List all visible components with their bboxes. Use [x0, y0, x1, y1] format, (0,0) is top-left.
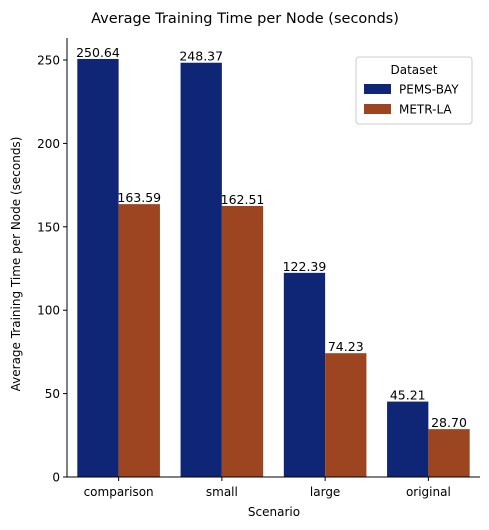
x-axis: comparison small large original: [67, 476, 480, 499]
legend-title: Dataset: [391, 63, 438, 77]
legend-swatch-metr-la: [364, 104, 391, 114]
data-label: 250.64: [76, 45, 120, 60]
y-tick-label: 200: [37, 137, 60, 151]
chart-title: Average Training Time per Node (seconds): [91, 11, 399, 27]
bars-group: [77, 58, 470, 478]
bar-pems-bay-original: [387, 401, 429, 477]
bar-metr-la-original: [428, 429, 470, 477]
data-labels-group: 250.64 248.37 122.39 45.21 163.59 162.51 74.23…: [76, 45, 467, 430]
y-tick-label: 0: [52, 471, 60, 485]
y-tick-label: 150: [37, 220, 60, 234]
data-label: 163.59: [117, 190, 161, 205]
bar-pems-bay-small: [180, 62, 222, 478]
data-label: 162.51: [221, 192, 265, 207]
legend-swatch-pems-bay: [364, 84, 391, 94]
x-tick-label: large: [310, 485, 340, 499]
y-tick-label: 250: [37, 54, 60, 68]
bar-metr-la-small: [221, 205, 264, 477]
data-label: 122.39: [283, 259, 327, 274]
data-label: 74.23: [328, 339, 364, 354]
bar-metr-la-large: [325, 353, 367, 477]
legend-label-pems-bay: PEMS-BAY: [399, 83, 459, 97]
legend: Dataset PEMS-BAY METR-LA: [355, 56, 473, 125]
bar-pems-bay-comparison: [77, 58, 119, 477]
data-label: 248.37: [179, 49, 223, 64]
y-axis: 0 50 100 150 200 250: [37, 38, 68, 485]
bar-pems-bay-large: [283, 272, 326, 477]
y-tick-label: 100: [37, 304, 60, 318]
x-tick-label: comparison: [84, 485, 154, 499]
x-axis-label: Scenario: [248, 505, 300, 519]
data-label: 28.70: [431, 415, 467, 430]
x-tick-label: original: [406, 485, 451, 499]
bar-metr-la-comparison: [118, 204, 160, 477]
data-label: 45.21: [390, 388, 426, 403]
x-tick-label: small: [206, 485, 238, 499]
legend-label-metr-la: METR-LA: [399, 103, 452, 117]
y-tick-label: 50: [45, 387, 60, 401]
y-axis-label: Average Training Time per Node (seconds): [9, 137, 23, 392]
